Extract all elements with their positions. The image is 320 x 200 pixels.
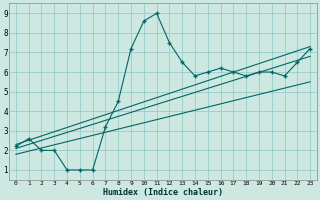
X-axis label: Humidex (Indice chaleur): Humidex (Indice chaleur) bbox=[103, 188, 223, 197]
